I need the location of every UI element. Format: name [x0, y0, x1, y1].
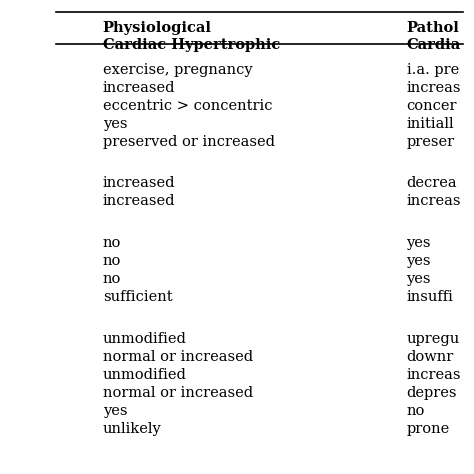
- Text: depres: depres: [407, 386, 457, 400]
- Text: normal or increased: normal or increased: [103, 350, 253, 364]
- Text: increas: increas: [407, 81, 461, 95]
- Text: unmodified: unmodified: [103, 332, 187, 346]
- Text: decrea: decrea: [407, 176, 457, 191]
- Text: unmodified: unmodified: [103, 368, 187, 382]
- Text: prone: prone: [407, 422, 450, 436]
- Text: concer: concer: [407, 99, 457, 113]
- Text: Physiological
Cardiac Hypertrophic: Physiological Cardiac Hypertrophic: [103, 21, 280, 52]
- Text: yes: yes: [407, 236, 431, 250]
- Text: no: no: [103, 272, 121, 286]
- Text: yes: yes: [407, 272, 431, 286]
- Text: yes: yes: [407, 254, 431, 268]
- Text: normal or increased: normal or increased: [103, 386, 253, 400]
- Text: preser: preser: [407, 135, 455, 149]
- Text: no: no: [103, 236, 121, 250]
- Text: initiall: initiall: [407, 117, 454, 131]
- Text: i.a. pre: i.a. pre: [407, 63, 459, 77]
- Text: unlikely: unlikely: [103, 422, 162, 436]
- Text: Pathol
Cardia: Pathol Cardia: [407, 21, 461, 52]
- Text: exercise, pregnancy: exercise, pregnancy: [103, 63, 253, 77]
- Text: preserved or increased: preserved or increased: [103, 135, 275, 149]
- Text: downr: downr: [407, 350, 454, 364]
- Text: sufficient: sufficient: [103, 290, 173, 304]
- Text: no: no: [103, 254, 121, 268]
- Text: insuffi: insuffi: [407, 290, 454, 304]
- Text: increased: increased: [103, 81, 175, 95]
- Text: yes: yes: [103, 404, 128, 418]
- Text: increas: increas: [407, 368, 461, 382]
- Text: yes: yes: [103, 117, 128, 131]
- Text: increas: increas: [407, 194, 461, 209]
- Text: no: no: [407, 404, 425, 418]
- Text: increased: increased: [103, 194, 175, 209]
- Text: upregu: upregu: [407, 332, 460, 346]
- Text: increased: increased: [103, 176, 175, 191]
- Text: eccentric > concentric: eccentric > concentric: [103, 99, 272, 113]
